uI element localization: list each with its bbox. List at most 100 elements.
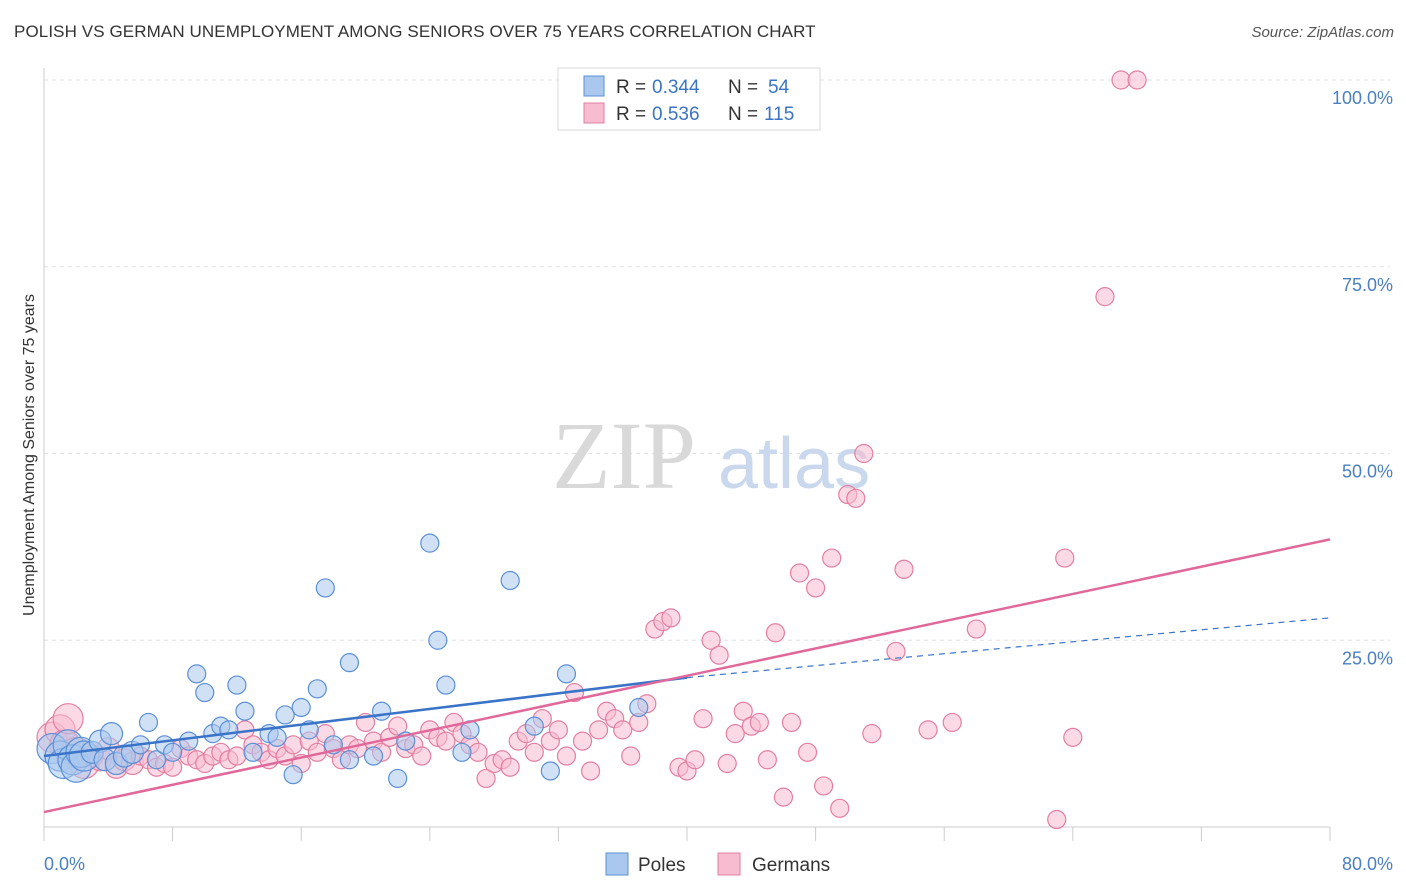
- poles-point-38: [339, 653, 360, 673]
- watermark-zip: ZIP: [552, 402, 696, 509]
- germans-point-82: [693, 709, 713, 729]
- germans-point-109: [1047, 809, 1067, 830]
- germans-point-90: [757, 750, 777, 770]
- poles-point-21: [187, 664, 207, 684]
- poles-point-28: [243, 742, 263, 762]
- germans-point-94: [789, 563, 810, 583]
- germans-point-69: [588, 720, 609, 740]
- poles-point-30: [267, 727, 287, 747]
- germans-point-73: [621, 746, 641, 766]
- grid-lines: [44, 79, 1390, 641]
- germans-point-92: [773, 787, 794, 807]
- germans-point-50: [436, 731, 456, 751]
- poles-point-19: [163, 742, 183, 762]
- poles-point-27: [235, 701, 255, 721]
- germans-point-102: [854, 443, 874, 464]
- bottom-legend-label-poles: Poles: [638, 855, 686, 876]
- y-axis-label: Unemployment Among Seniors over 75 years: [21, 294, 38, 616]
- poles-point-39: [339, 750, 360, 770]
- poles-point-40: [363, 746, 384, 766]
- y-tick-label-1: 50.0%: [1342, 462, 1393, 482]
- tick-labels: 25.0% 50.0% 75.0% 100.0% 0.0% 80.0%: [44, 88, 1393, 874]
- y-tick-label-2: 75.0%: [1342, 275, 1393, 295]
- germans-point-83: [701, 630, 721, 650]
- germans-point-112: [1095, 287, 1115, 307]
- poles-point-32: [283, 765, 303, 785]
- poles-point-50: [524, 716, 544, 736]
- poles-point-36: [315, 578, 335, 598]
- poles-point-46: [436, 675, 456, 695]
- germans-point-81: [685, 750, 705, 770]
- germans-point-61: [524, 742, 544, 762]
- x-tick-label-0: 0.0%: [44, 854, 85, 874]
- legend-r-value-germans: 0.536: [652, 104, 700, 125]
- germans-point-65: [556, 746, 577, 766]
- germans-point-84: [709, 645, 729, 665]
- germans-point-91: [765, 623, 786, 643]
- germans-point-55: [476, 768, 496, 789]
- poles-point-49: [500, 570, 520, 591]
- germans-point-111: [1063, 727, 1083, 747]
- germans-point-58: [500, 757, 520, 777]
- germans-point-44: [388, 716, 408, 736]
- poles-point-16: [138, 712, 159, 733]
- legend-n-value-germans: 115: [764, 104, 794, 125]
- poles-point-47: [452, 742, 472, 762]
- germans-point-97: [814, 776, 834, 796]
- bottom-legend-swatch-germans: [717, 852, 741, 876]
- legend-n-value-poles: 54: [768, 77, 790, 98]
- germans-point-95: [797, 742, 818, 762]
- germans-point-93: [781, 712, 802, 733]
- poles-point-25: [219, 720, 239, 740]
- germans-point-110: [1055, 548, 1075, 568]
- germans-point-72: [613, 720, 633, 740]
- poles-point-35: [307, 679, 327, 699]
- poles-point-52: [556, 664, 577, 684]
- poles-point-53: [629, 697, 649, 718]
- poles-point-51: [540, 761, 560, 781]
- germans-point-113: [1111, 70, 1131, 90]
- poles-point-42: [388, 768, 408, 789]
- germans-point-89: [749, 712, 769, 733]
- watermark: ZIP atlas: [552, 402, 870, 509]
- germans-point-106: [918, 720, 938, 740]
- germans-point-47: [412, 746, 432, 766]
- poles-point-44: [420, 533, 440, 553]
- legend-r-label-germans: R =: [616, 104, 646, 125]
- trend-lines: [43, 538, 1331, 814]
- poles-point-45: [428, 630, 448, 650]
- y-tick-label-3: 100.0%: [1332, 88, 1393, 108]
- germans-point-78: [661, 608, 681, 628]
- bottom-legend-swatch-poles: [605, 852, 629, 876]
- germans-point-105: [894, 559, 914, 579]
- chart-title: POLISH VS GERMAN UNEMPLOYMENT AMONG SENI…: [14, 22, 816, 41]
- poles-point-17: [146, 750, 167, 770]
- germans-point-107: [942, 712, 962, 733]
- poles-point-41: [371, 701, 392, 721]
- poles-trend-extension: [686, 617, 1331, 679]
- legend-swatch-germans: [583, 102, 605, 124]
- poles-point-11: [99, 722, 124, 746]
- germans-point-104: [886, 641, 906, 662]
- germans-point-96: [805, 578, 826, 598]
- legend: R = 0.344 N = 54 R = 0.536 N = 115: [557, 67, 821, 131]
- axes: [43, 68, 1331, 841]
- legend-n-label-germans: N =: [728, 104, 758, 125]
- germans-point-87: [733, 701, 753, 721]
- poles-trend-line: [43, 676, 688, 758]
- legend-swatch-poles: [583, 75, 605, 97]
- poles-point-33: [291, 697, 311, 718]
- x-tick-label-1: 80.0%: [1342, 854, 1393, 874]
- germans-point-86: [725, 724, 745, 744]
- germans-point-31: [283, 735, 303, 755]
- poles-point-22: [195, 682, 215, 703]
- germans-point-85: [717, 753, 737, 774]
- germans-trend-line: [43, 538, 1331, 814]
- germans-point-98: [822, 548, 842, 568]
- germans-point-54: [468, 742, 488, 762]
- legend-n-label-poles: N =: [728, 77, 758, 98]
- poles-point-31: [275, 705, 295, 725]
- chart-source: Source: ZipAtlas.com: [1251, 24, 1394, 41]
- germans-point-64: [548, 720, 569, 740]
